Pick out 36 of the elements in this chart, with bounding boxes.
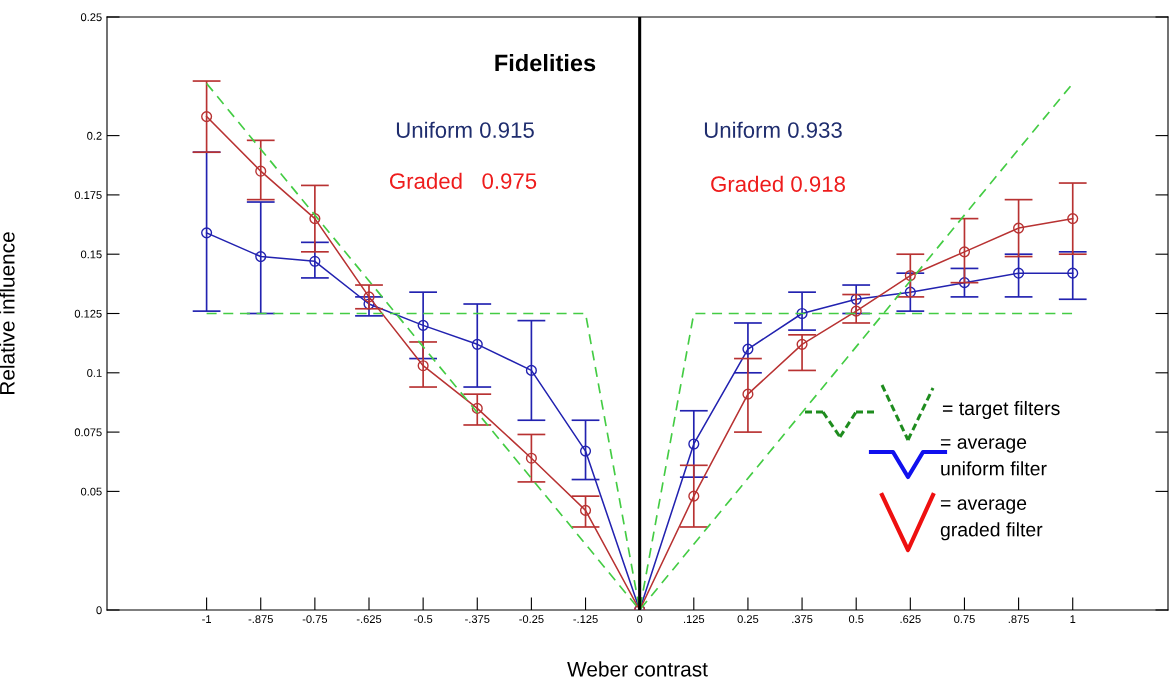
y-tick-label: 0.075 bbox=[74, 428, 102, 437]
x-tick-label: 0.75 bbox=[954, 615, 975, 624]
x-tick-label: .125 bbox=[684, 615, 705, 624]
x-tick-label: 0.25 bbox=[737, 615, 759, 624]
annotation: Uniform 0.915 bbox=[396, 121, 534, 138]
x-tick-label: 0 bbox=[637, 615, 643, 624]
x-tick-label: -0.5 bbox=[414, 615, 433, 624]
y-tick-label: 0.175 bbox=[74, 191, 102, 200]
annotation: = target filters bbox=[942, 400, 1060, 420]
annotation: Fidelities bbox=[495, 54, 596, 72]
y-axis-title: Relative influence bbox=[0, 232, 15, 395]
x-axis-title: Weber contrast bbox=[567, 661, 708, 677]
annotation: = average uniform filter bbox=[940, 438, 1047, 476]
x-tick-label: .375 bbox=[792, 615, 813, 624]
x-tick-label: .625 bbox=[900, 615, 921, 624]
y-tick-label: 0.05 bbox=[80, 487, 102, 496]
y-tick-label: 0.15 bbox=[80, 250, 102, 259]
x-tick-label: -0.75 bbox=[302, 615, 328, 624]
x-tick-label: .875 bbox=[1008, 615, 1029, 624]
x-tick-label: -.625 bbox=[356, 615, 382, 624]
x-tick-label: -0.25 bbox=[519, 615, 544, 624]
y-tick-label: 0.1 bbox=[87, 369, 102, 377]
annotation: Uniform 0.933 bbox=[704, 121, 842, 138]
x-tick-label: -.375 bbox=[465, 615, 490, 624]
x-tick-label: 1 bbox=[1070, 615, 1076, 623]
annotation: = average graded filter bbox=[940, 499, 1043, 541]
x-tick-label: -.125 bbox=[573, 615, 598, 624]
y-tick-label: 0.25 bbox=[80, 13, 102, 22]
y-tick-label: 0 bbox=[96, 606, 102, 615]
x-tick-label: -.875 bbox=[248, 615, 273, 624]
y-tick-label: 0.125 bbox=[74, 309, 102, 318]
annotation: Graded 0.918 bbox=[711, 175, 845, 192]
x-tick-label: 0.5 bbox=[848, 615, 864, 624]
y-tick-label: 0.2 bbox=[87, 131, 102, 140]
x-tick-label: -1 bbox=[202, 615, 211, 623]
annotation: Graded 0.975 bbox=[390, 172, 537, 189]
